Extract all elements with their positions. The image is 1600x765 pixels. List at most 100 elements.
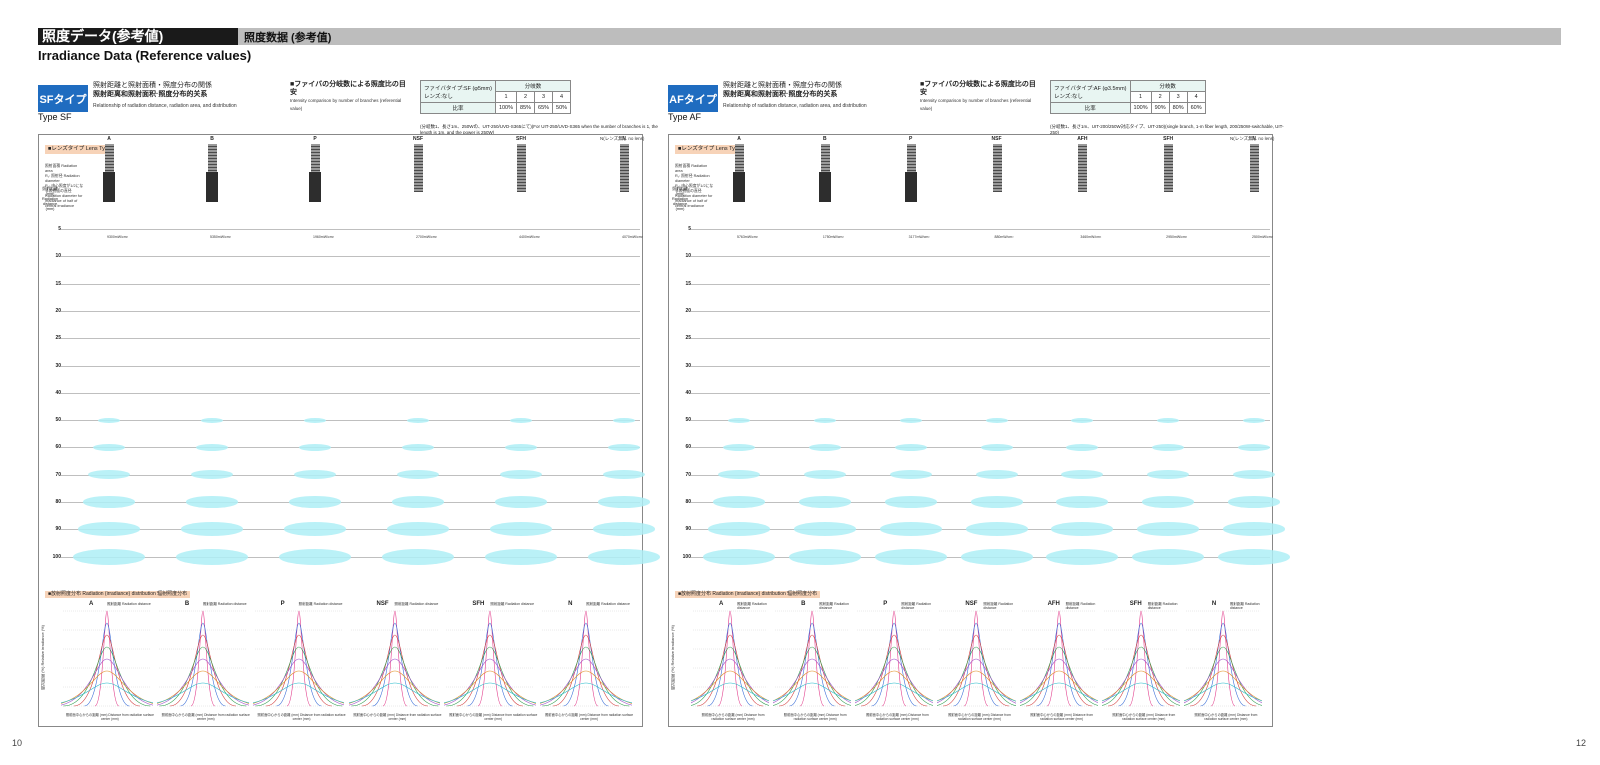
page-title-jp: 照度データ(参考値)	[38, 28, 238, 45]
row-label: 5	[688, 226, 691, 232]
distribution-distance-label: 照射距離 Radiation distance	[983, 602, 1014, 610]
lens-type-nsf: NSF	[991, 136, 1002, 142]
row-label: 40	[685, 389, 691, 396]
center-irradiance-sfh: 2950mW/cm²	[1166, 235, 1187, 239]
distribution-curve	[773, 670, 852, 702]
radiation-spot	[718, 470, 760, 480]
distribution-plot-n: N 照射距離 Radiation distance 照射面中心からの距離 (mm) …	[1183, 601, 1262, 723]
distribution-curves	[444, 610, 537, 707]
relationship-title: 照射距離と照射面積・照度分布の関係 照射距离和照射面积·照度分布的关系 Relati…	[723, 81, 867, 111]
distribution-plot-b: B 照射距離 Radiation distance 照射面中心からの距離 (mm) …	[156, 601, 250, 723]
relationship-title: 照射距離と照射面積・照度分布の関係 照射距离和照射面积·照度分布的关系 Relati…	[93, 81, 237, 111]
radiation-spot	[874, 548, 947, 565]
distribution-curve	[84, 622, 130, 707]
distribution-curve	[953, 622, 1000, 707]
distribution-curve	[1046, 610, 1071, 707]
relationship-cn: 照射距离和照射面积·照度分布的关系	[93, 91, 208, 98]
distribution-curve	[457, 634, 524, 707]
distribution-curve	[542, 646, 630, 707]
lens-type: レンズ:なし	[424, 93, 453, 100]
row-label: 30	[55, 362, 61, 369]
ratio-label: 比率	[1050, 102, 1131, 114]
distribution-curve	[937, 646, 1016, 706]
distribution-curve	[252, 682, 345, 703]
row-label: 40	[55, 389, 61, 396]
distribution-curve	[444, 658, 537, 706]
grid-row	[61, 310, 640, 312]
row-label: 50	[685, 417, 691, 424]
radiation-spot	[703, 548, 775, 565]
radiation-spot	[88, 470, 130, 480]
lens-icon-afh	[1078, 144, 1088, 192]
distribution-curve	[94, 610, 120, 707]
comparison-jp: ■ファイバの分岐数による照度比の目安	[290, 81, 406, 96]
relationship-jp: 照射距離と照射面積・照度分布の関係	[723, 82, 842, 89]
radiation-spot	[500, 470, 542, 480]
distribution-x-label: 照射面中心からの距離 (mm) Distance from radiation …	[865, 713, 929, 721]
distribution-lens-afh: AFH	[1047, 601, 1060, 607]
row-label: 20	[685, 307, 691, 314]
radiation-spot	[808, 443, 841, 451]
center-irradiance-nsf: 2700mW/cm²	[416, 235, 437, 239]
distribution-distance-label: 照射距離 Radiation distance	[298, 602, 343, 606]
branch-count: 4	[1186, 91, 1206, 103]
distribution-x-label: 照射面中心からの距離 (mm) Distance from radiation …	[353, 713, 442, 721]
row-label: 60	[685, 444, 691, 451]
radiation-spot	[608, 443, 640, 451]
distribution-curve	[1118, 622, 1164, 707]
distribution-curve	[964, 610, 989, 707]
distribution-x-label: 照射面中心からの距離 (mm) Distance from radiation …	[257, 713, 346, 721]
distribution-plot-sfh: SFH 照射距離 Radiation distance 照射面中心からの距離 (mm…	[1101, 601, 1180, 723]
distribution-curve	[1200, 622, 1246, 707]
lens-icon-p	[311, 144, 320, 172]
lens-type-p: P	[313, 136, 317, 142]
row-label: 10	[685, 253, 691, 260]
distribution-curve	[553, 634, 620, 707]
grid-row	[61, 529, 640, 531]
distribution-curve	[540, 670, 632, 704]
branch-header: 分岐数	[494, 80, 572, 92]
grid-row	[691, 283, 1270, 285]
radiation-spot	[78, 522, 140, 537]
distribution-plot-nsf: NSF 照射距離 Radiation distance 照射面中心からの距離 (mm…	[348, 601, 442, 723]
radiation-spot	[294, 470, 336, 480]
lens-icon-p	[906, 144, 916, 172]
radiation-spot	[798, 496, 851, 508]
row-label: 80	[685, 499, 691, 505]
lens-icon-nsf	[414, 144, 423, 192]
type-label: Type SF	[38, 112, 72, 122]
distribution-x-label: 照射面中心からの距離 (mm) Distance from radiation …	[783, 713, 847, 721]
distribution-distance-label: 照射距離 Radiation distance	[1229, 602, 1260, 610]
type-label: Type AF	[668, 112, 702, 122]
radiation-spot	[402, 443, 434, 451]
distribution-distance-label: 照射距離 Radiation distance	[394, 602, 439, 606]
row-label: 100	[682, 553, 691, 560]
grid-row	[691, 420, 1270, 422]
distribution-curve	[1183, 670, 1262, 702]
header-bar	[38, 28, 1561, 45]
radiation-spot	[83, 496, 135, 508]
distribution-curve	[61, 670, 153, 704]
distribution-lens-b: B	[801, 601, 806, 607]
type-badge: AFタイプ	[668, 85, 718, 112]
radiation-spot	[1152, 443, 1185, 451]
radiation-spot	[397, 470, 439, 480]
radiation-spot	[407, 417, 429, 423]
row-label: 10	[55, 253, 61, 260]
radiation-spot	[176, 548, 248, 565]
lens-type-label: ■レンズタイプ Lens Type	[675, 145, 745, 154]
grid-row	[691, 392, 1270, 394]
radiation-spot	[387, 522, 449, 537]
page-number-right: 12	[1576, 738, 1587, 748]
ratio-value: 50%	[552, 102, 572, 114]
radiation-spot	[728, 417, 750, 423]
distribution-curve	[691, 670, 770, 702]
radiation-spot	[201, 417, 223, 423]
distribution-plot-p: P 照射距離 Radiation distance 照射面中心からの距離 (mm) …	[855, 601, 934, 723]
distribution-curve	[159, 646, 247, 707]
distribution-curve	[1019, 658, 1098, 703]
branch-header: 分岐数	[1129, 80, 1206, 92]
lens-icon-nsf	[992, 144, 1002, 192]
branch-count: 3	[534, 91, 554, 103]
center-irradiance-p: 3177mW/cm²	[908, 235, 930, 239]
